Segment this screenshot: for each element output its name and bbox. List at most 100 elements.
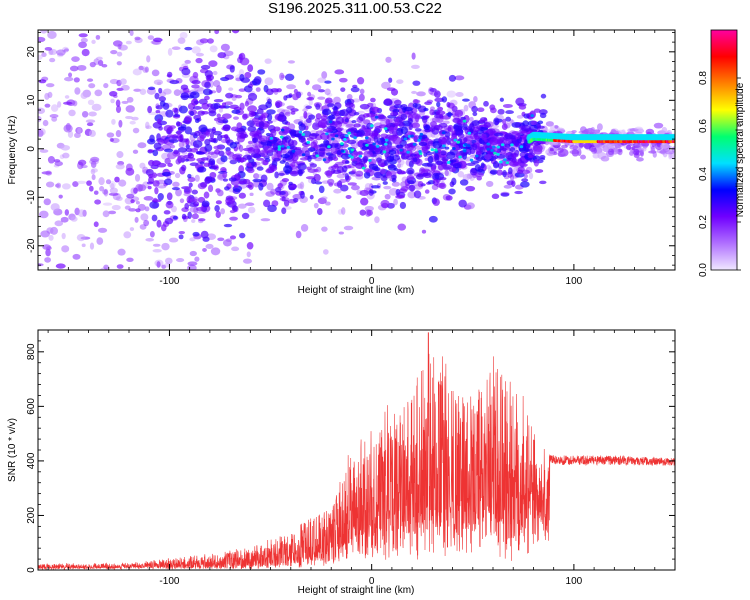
spectrogram-cell bbox=[600, 155, 610, 162]
spectrogram-cell bbox=[102, 210, 110, 218]
spectrogram-cell bbox=[174, 107, 179, 115]
spectrogram-cell bbox=[515, 97, 525, 106]
spectrogram-cell bbox=[43, 198, 51, 206]
spectrogram-cell bbox=[405, 155, 415, 160]
spectrogram-cell bbox=[370, 185, 381, 189]
spectrogram-cell bbox=[304, 150, 310, 158]
spectrogram-cell bbox=[298, 169, 303, 177]
spectrogram-cell bbox=[452, 147, 456, 151]
spectrogram-cell bbox=[530, 120, 538, 126]
spectrogram-cell bbox=[77, 159, 87, 166]
spectrogram-cell bbox=[470, 160, 480, 164]
spectrogram-cell bbox=[454, 109, 464, 117]
spectrogram-cell bbox=[64, 76, 74, 82]
spectrogram-cell bbox=[383, 185, 392, 190]
spectrogram-cell bbox=[189, 250, 197, 257]
spectrogram-cell bbox=[206, 103, 214, 108]
spectrogram-cell bbox=[324, 88, 331, 96]
spectrogram-cell bbox=[284, 135, 292, 143]
spectrogram-cell bbox=[86, 78, 94, 82]
spectrogram-cell bbox=[116, 51, 123, 57]
spectrogram-cell bbox=[334, 69, 345, 75]
spectrogram-cell bbox=[483, 100, 489, 107]
spectrogram-cell bbox=[185, 144, 190, 149]
spectrogram-cell bbox=[359, 209, 366, 216]
spectrogram-cell bbox=[469, 116, 474, 122]
spectrogram-cell bbox=[238, 165, 245, 174]
spectrogram-cell bbox=[462, 127, 468, 131]
spectrogram-cell bbox=[372, 142, 376, 146]
spectrogram-cell bbox=[660, 148, 667, 155]
spectrogram-cell bbox=[438, 136, 447, 145]
spectrogram-cell bbox=[331, 137, 335, 141]
spectrogram-cell bbox=[44, 257, 52, 263]
spectrogram-cell bbox=[161, 224, 167, 232]
spectrogram-cell bbox=[456, 140, 461, 144]
spectrogram-cell bbox=[339, 77, 348, 83]
spectrogram-cell bbox=[336, 150, 342, 156]
spectrogram-cell bbox=[267, 113, 273, 122]
spectrogram-cell bbox=[93, 221, 99, 228]
spectrogram-cell bbox=[154, 187, 159, 195]
spectrogram-cell bbox=[360, 197, 369, 206]
spectrogram-cell bbox=[344, 118, 349, 123]
spectrogram-cell bbox=[76, 233, 86, 242]
spectrogram-cell bbox=[110, 50, 118, 55]
spectrogram-cell bbox=[97, 227, 108, 233]
spectrogram-cell bbox=[118, 44, 128, 51]
spectrogram-cell bbox=[98, 177, 105, 186]
spectrogram-cell bbox=[439, 176, 447, 181]
spectrogram-cell bbox=[123, 231, 132, 239]
spectrogram-cell bbox=[256, 166, 264, 171]
spectrogram-cell bbox=[416, 91, 426, 97]
spectrogram-cell bbox=[385, 118, 391, 126]
spectrogram-cell bbox=[246, 251, 251, 258]
spectrogram-cell bbox=[125, 105, 135, 113]
spectrogram-cell bbox=[116, 87, 124, 91]
spectrogram-cell bbox=[383, 98, 393, 106]
spectrogram-cell bbox=[156, 261, 161, 268]
spectrogram-cell bbox=[583, 142, 592, 150]
spectrogram-cell bbox=[51, 116, 58, 122]
spectrogram-cell bbox=[264, 58, 272, 64]
spectrogram-cell bbox=[465, 149, 471, 153]
spectrogram-cell bbox=[195, 206, 205, 212]
spectrogram-cell bbox=[145, 168, 154, 176]
spectrogram-cell bbox=[147, 105, 153, 114]
spectrogram-cell bbox=[61, 183, 71, 190]
spectrogram-cell bbox=[135, 208, 141, 213]
spectrogram-cell bbox=[233, 153, 243, 158]
spectrogram-cell bbox=[324, 201, 331, 206]
spectrogram-cell bbox=[199, 161, 205, 165]
spectrogram-cell bbox=[235, 94, 243, 99]
spectrogram-cell bbox=[225, 149, 232, 156]
spectrogram-x-axis-title: Height of straight line (km) bbox=[298, 285, 415, 296]
spectrogram-cell bbox=[88, 185, 94, 192]
spectrogram-cell bbox=[61, 245, 70, 253]
spectrogram-y-tick-label: -20 bbox=[26, 238, 37, 253]
spectrogram-cell bbox=[247, 64, 254, 72]
spectrogram-cell bbox=[151, 214, 158, 222]
spectrogram-cell bbox=[137, 142, 147, 149]
spectrogram-cell bbox=[50, 104, 59, 112]
spectrogram-cell bbox=[80, 37, 88, 43]
spectrogram-cell bbox=[311, 84, 322, 91]
spectrogram-cell bbox=[345, 102, 354, 108]
spectrogram-cell bbox=[433, 90, 441, 98]
spectrogram-cell bbox=[328, 120, 333, 124]
spectrogram-cell bbox=[240, 77, 251, 83]
spectrogram-cell bbox=[242, 154, 253, 161]
spectrogram-cell bbox=[455, 92, 464, 97]
spectrogram-cell bbox=[454, 75, 465, 81]
spectrogram-cell bbox=[444, 170, 449, 177]
spectrogram-cell bbox=[147, 86, 156, 91]
spectrogram-cell bbox=[546, 152, 555, 157]
spectrogram-cell bbox=[207, 38, 214, 44]
spectrogram-cell bbox=[99, 267, 109, 270]
spectrogram-cell bbox=[78, 33, 88, 38]
spectrogram-cell bbox=[188, 182, 193, 188]
spectrogram-cell bbox=[93, 58, 100, 66]
spectrogram-cell bbox=[277, 149, 282, 157]
colorbar-tick-label: 0.6 bbox=[698, 119, 709, 133]
spectrogram-cell bbox=[44, 47, 53, 51]
